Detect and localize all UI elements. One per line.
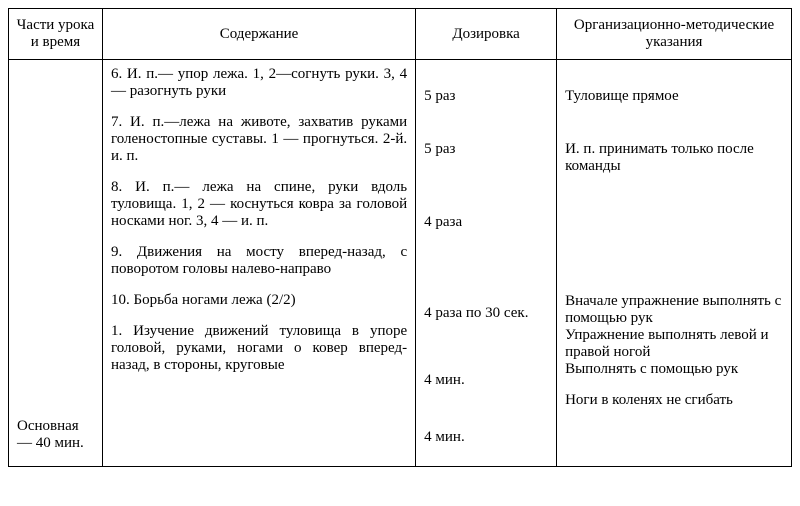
notes-9a: Вначале упражнение выполнять с помощью р…: [565, 293, 783, 327]
parts-label: Основная — 40 мин.: [17, 418, 94, 452]
content-item-6: 6. И. п.— упор лежа. 1, 2—согнуть руки. …: [111, 66, 407, 100]
dosage-10: 4 мин.: [424, 372, 548, 389]
header-parts: Части урока и время: [9, 9, 103, 60]
content-item-main1: 1. Изучение движений туловища в упоре го…: [111, 323, 407, 374]
header-notes: Организационно-методические указания: [557, 9, 792, 60]
notes-9b: Упражнение выполнять левой и правой ного…: [565, 327, 783, 361]
content-item-10: 10. Борьба ногами лежа (2/2): [111, 292, 407, 309]
notes-main1: Ноги в коленях не сгибать: [565, 392, 783, 409]
dosage-cell: 5 раз 5 раз 4 раза 4 раза по 30 сек. 4 м…: [416, 60, 557, 467]
content-item-9: 9. Движения на мосту вперед-назад, с пов…: [111, 244, 407, 278]
dosage-8: 4 раза: [424, 214, 548, 231]
table-body-row: Основная — 40 мин. 6. И. п.— упор лежа. …: [9, 60, 792, 467]
parts-cell: Основная — 40 мин.: [9, 60, 103, 467]
header-content: Содержание: [102, 9, 415, 60]
dosage-6: 5 раз: [424, 88, 548, 105]
dosage-7: 5 раз: [424, 141, 548, 158]
dosage-9: 4 раза по 30 сек.: [424, 305, 548, 322]
notes-cell: Туловище прямое И. п. принимать только п…: [557, 60, 792, 467]
header-dosage: Дозировка: [416, 9, 557, 60]
lesson-plan-table: Части урока и время Содержание Дозировка…: [8, 8, 792, 467]
notes-6: Туловище прямое: [565, 88, 783, 105]
content-item-7: 7. И. п.—лежа на животе, захватив руками…: [111, 114, 407, 165]
notes-7: И. п. принимать только после команды: [565, 141, 783, 175]
table-header-row: Части урока и время Содержание Дозировка…: [9, 9, 792, 60]
content-cell: 6. И. п.— упор лежа. 1, 2—согнуть руки. …: [102, 60, 415, 467]
content-item-8: 8. И. п.— лежа на спине, руки вдоль туло…: [111, 179, 407, 230]
dosage-main1: 4 мин.: [424, 429, 548, 446]
notes-10: Выполнять с помощью рук: [565, 361, 783, 378]
